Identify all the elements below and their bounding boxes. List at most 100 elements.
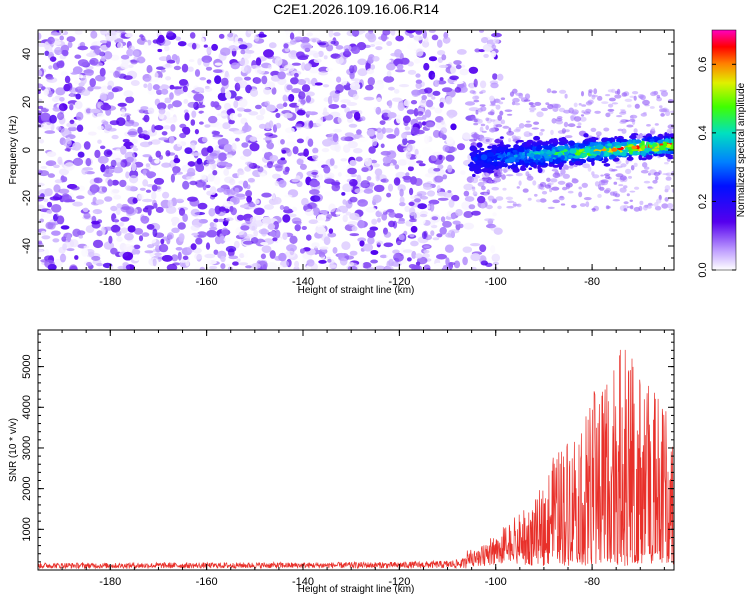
spectrogram-cell bbox=[367, 77, 375, 86]
spectrogram-cell bbox=[370, 64, 376, 70]
spectrogram-cell bbox=[142, 154, 152, 158]
spectrogram-cell bbox=[199, 77, 206, 81]
spectrogram-cell bbox=[290, 53, 297, 58]
spectrogram-cell bbox=[77, 151, 85, 158]
spectrogram-cell bbox=[472, 186, 476, 192]
spectrogram-cell bbox=[512, 201, 517, 208]
spectrogram-cell bbox=[99, 40, 108, 44]
spectrogram-cell bbox=[415, 82, 422, 89]
spectrogram-cell bbox=[224, 70, 229, 78]
spectrogram-cell bbox=[321, 148, 330, 153]
spectrogram-cell bbox=[420, 213, 428, 218]
spectrogram-cell bbox=[213, 176, 221, 185]
spectrogram-cell bbox=[110, 54, 120, 61]
spectrogram-cell bbox=[348, 261, 355, 267]
spectrogram-cell bbox=[399, 188, 404, 197]
spectrogram-cell bbox=[445, 257, 450, 266]
spectrogram-cell bbox=[120, 145, 127, 155]
spectrogram-cell bbox=[399, 84, 410, 88]
spectrogram-cell bbox=[130, 80, 140, 86]
spectrogram-cell bbox=[447, 164, 453, 173]
spectrogram-cell bbox=[91, 186, 97, 195]
spectrogram-cell bbox=[228, 255, 239, 260]
spectrogram-cell bbox=[201, 112, 209, 120]
spectrogram-cell bbox=[383, 242, 394, 248]
spectrogram-cell bbox=[140, 106, 149, 111]
spectrogram-cell bbox=[661, 203, 669, 209]
spectrogram-cell bbox=[96, 262, 103, 267]
spectrogram-cell bbox=[590, 127, 597, 132]
spectrogram-cell bbox=[96, 112, 105, 118]
spectrogram-cell bbox=[125, 96, 135, 104]
spectrogram-cell bbox=[168, 116, 178, 123]
spectrogram-cell bbox=[153, 177, 165, 185]
spectrogram-cell bbox=[365, 84, 374, 91]
spectrogram-cell bbox=[74, 101, 83, 109]
spectrogram-cell bbox=[113, 70, 120, 78]
spectrogram-cell bbox=[239, 253, 245, 259]
spectrogram-cell bbox=[236, 107, 246, 112]
x-tick-label: -160 bbox=[196, 576, 218, 588]
spectrogram-cell bbox=[424, 173, 436, 178]
spectrogram-cell bbox=[138, 133, 147, 139]
spectrogram-cell bbox=[275, 122, 282, 129]
spectrogram-cell bbox=[46, 201, 53, 208]
spectrogram-cell bbox=[662, 173, 670, 176]
spectrogram-cell bbox=[386, 70, 392, 77]
spectrogram-cell bbox=[457, 143, 465, 151]
spectrogram-signal-cell bbox=[510, 147, 514, 154]
spectrogram-cell bbox=[253, 45, 262, 54]
spectrogram-cell bbox=[61, 194, 72, 203]
spectrogram-cell bbox=[546, 88, 552, 94]
spectrogram-cell bbox=[395, 69, 406, 73]
spectrogram-cell bbox=[343, 255, 355, 260]
spectrogram-signal-cell bbox=[664, 132, 668, 136]
spectrogram-cell bbox=[277, 158, 287, 165]
spectrogram-cell bbox=[417, 193, 423, 197]
spectrogram-cell bbox=[379, 209, 386, 213]
spectrogram-cell bbox=[363, 96, 375, 101]
spectrogram-cell bbox=[333, 32, 341, 37]
spectrogram-cell bbox=[256, 114, 265, 121]
spectrogram-cell bbox=[464, 196, 475, 202]
spectrogram-cell bbox=[477, 181, 485, 187]
spectrogram-signal-cell bbox=[533, 164, 537, 169]
spectrogram-cell bbox=[242, 148, 252, 157]
spectrogram-cell bbox=[330, 53, 341, 59]
spectrogram-cell bbox=[403, 99, 411, 107]
spectrogram-cell bbox=[171, 216, 180, 224]
spectrogram-cell bbox=[455, 64, 462, 70]
spectrogram-cell bbox=[288, 94, 295, 102]
spectrogram-cell bbox=[347, 221, 358, 226]
spectrogram-cell bbox=[579, 203, 586, 207]
spectrogram-cell bbox=[600, 179, 609, 184]
x-tick-label: -120 bbox=[388, 576, 410, 588]
spectrogram-cell bbox=[376, 97, 382, 102]
spectrogram-cell bbox=[197, 58, 202, 66]
spectrogram-cell bbox=[444, 244, 454, 253]
spectrogram-cell bbox=[381, 127, 386, 134]
spectrogram-signal-cell bbox=[511, 163, 515, 169]
spectrogram-cell bbox=[431, 34, 439, 41]
spectrogram-cell bbox=[372, 56, 380, 62]
spectrogram-cell bbox=[309, 37, 320, 43]
spectrogram-cell bbox=[357, 68, 368, 77]
spectrogram-cell bbox=[565, 166, 569, 170]
spectrogram-cell bbox=[421, 95, 428, 100]
spectrogram-cell bbox=[193, 186, 198, 195]
spectrogram-cell bbox=[436, 253, 447, 260]
spectrogram-cell bbox=[282, 214, 291, 223]
spectrogram-signal-cell bbox=[528, 151, 537, 154]
spectrogram-cell bbox=[383, 76, 395, 83]
spectrogram-cell bbox=[116, 203, 123, 209]
spectrogram-cell bbox=[304, 47, 311, 53]
spectrogram-cell bbox=[395, 35, 404, 42]
spectrogram-cell bbox=[209, 265, 218, 270]
spectrogram-cell bbox=[576, 125, 582, 129]
spectrogram-cell bbox=[498, 101, 504, 105]
spectrogram-cell bbox=[581, 104, 587, 107]
spectrogram-cell bbox=[477, 195, 486, 204]
spectrogram-cell bbox=[626, 124, 634, 128]
spectrogram-cell bbox=[297, 79, 307, 85]
spectrogram-cell bbox=[629, 95, 635, 99]
